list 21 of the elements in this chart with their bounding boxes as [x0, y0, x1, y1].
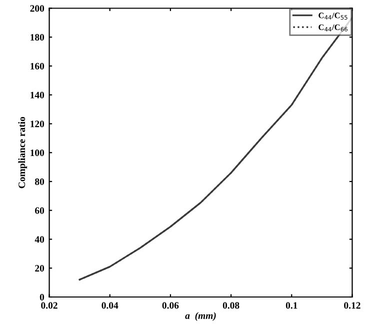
- y-tick-label: 40: [34, 236, 44, 243]
- y-tick-label: 200: [30, 5, 44, 12]
- y-axis-title: Compliance ratio: [18, 116, 28, 188]
- y-tick-label: 180: [30, 34, 44, 41]
- y-tick-label: 100: [30, 150, 44, 156]
- legend-label: C$_{44}$/C$_{55}$: [318, 12, 348, 20]
- x-tick-label: 0.04: [102, 302, 118, 309]
- y-tick-label: 20: [35, 265, 44, 272]
- y-tick-label: 160: [30, 62, 44, 70]
- y-tick-label: 80: [35, 178, 44, 185]
- x-tick-label: 0.1: [286, 302, 298, 309]
- y-tick-label: 120: [30, 120, 44, 128]
- x-tick-label: 0.02: [41, 302, 58, 309]
- y-tick-label: 0: [40, 294, 44, 300]
- y-tick-label: 60: [35, 207, 44, 214]
- x-axis-title: a (mm): [185, 312, 216, 321]
- legend-label: C$_{44}$/C$_{66}$: [318, 24, 348, 32]
- x-tick-label: 0.08: [222, 302, 240, 309]
- x-tick-label: 0.06: [162, 302, 179, 309]
- x-tick-label: 0.12: [344, 302, 360, 309]
- y-tick-label: 140: [30, 92, 44, 98]
